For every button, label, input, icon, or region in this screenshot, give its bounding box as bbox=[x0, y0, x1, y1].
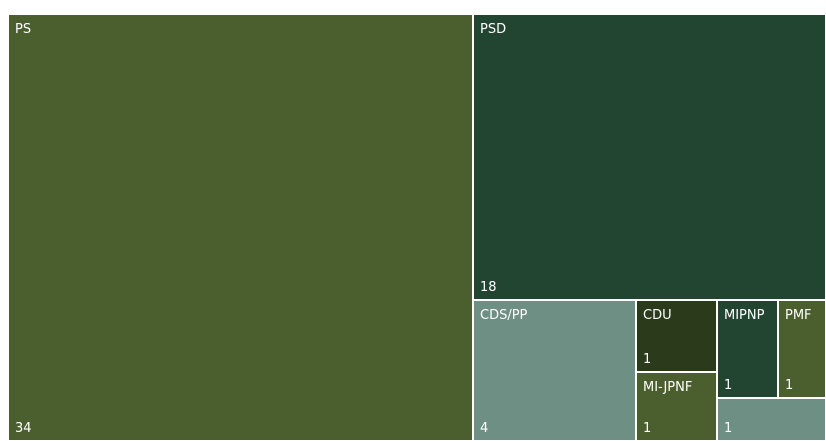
tile-value: 1 bbox=[643, 352, 652, 367]
tile-label: CDS/PP bbox=[480, 308, 528, 323]
tile-value: 1 bbox=[785, 378, 794, 393]
tile-label: MIPNP bbox=[724, 308, 765, 323]
treemap-tile-ps: PS 34 bbox=[8, 14, 473, 441]
tile-label: PMF bbox=[785, 308, 812, 323]
treemap-tile-mi-jpnf: MI-JPNF 1 bbox=[636, 372, 717, 441]
tile-label: PSD bbox=[480, 22, 507, 37]
tile-value: 34 bbox=[15, 421, 32, 436]
treemap-tile-mipnp: MIPNP 1 bbox=[717, 300, 778, 398]
tile-value: 1 bbox=[724, 421, 733, 436]
treemap-tile-unlabeled-7: 1 bbox=[717, 398, 826, 441]
tile-value: 18 bbox=[480, 280, 497, 295]
tile-label: CDU bbox=[643, 308, 672, 323]
treemap-tile-pmf: PMF 1 bbox=[778, 300, 826, 398]
tile-label: PS bbox=[15, 22, 32, 37]
treemap-tile-psd: PSD 18 bbox=[473, 14, 826, 300]
chart-title bbox=[0, 0, 826, 8]
tile-value: 4 bbox=[480, 421, 489, 436]
tile-value: 1 bbox=[643, 421, 652, 436]
treemap-tile-cdu: CDU 1 bbox=[636, 300, 717, 372]
treemap-tile-cds-pp: CDS/PP 4 bbox=[473, 300, 636, 441]
tile-label: MI-JPNF bbox=[643, 380, 693, 395]
tile-value: 1 bbox=[724, 378, 733, 393]
